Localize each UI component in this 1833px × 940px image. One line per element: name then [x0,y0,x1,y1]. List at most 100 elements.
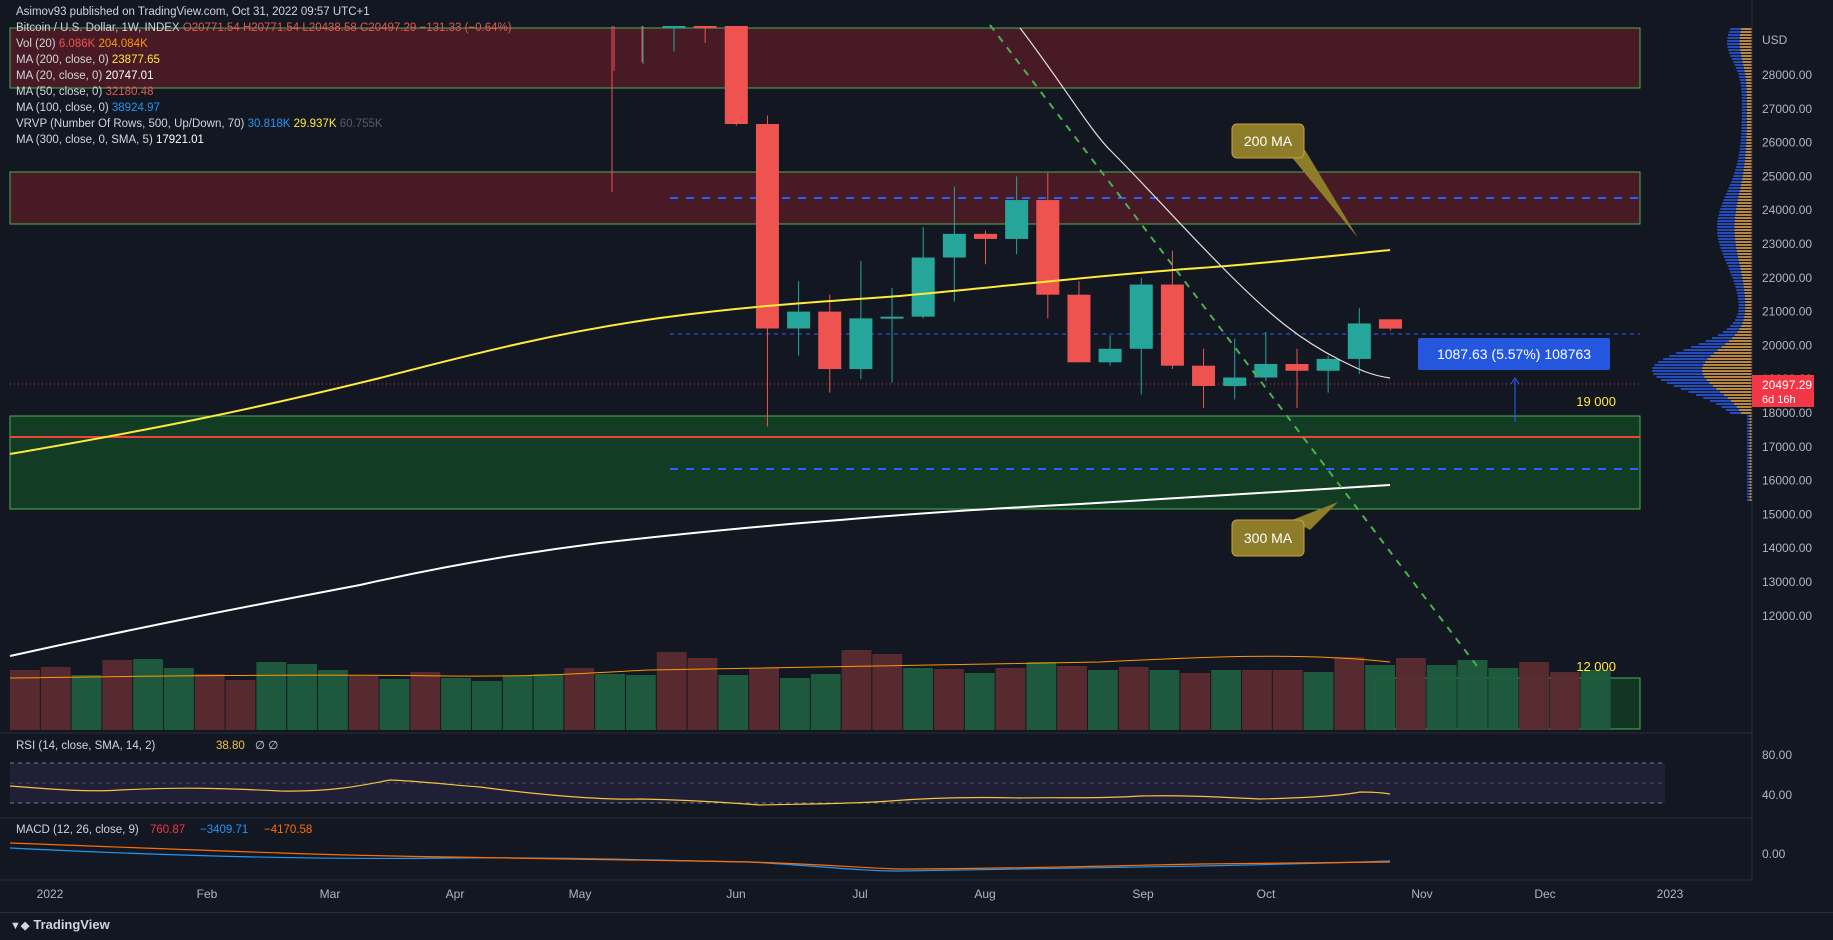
volume-bar [687,658,718,730]
rsi-label: RSI (14, close, SMA, 14, 2) [16,740,156,752]
volume-bar [934,669,964,730]
ma20-label: MA (20, close, 0) [16,70,103,82]
time-tick: Jun [726,887,745,901]
price-tick: 28000.00 [1762,68,1812,82]
vrvp-label: VRVP (Number Of Rows, 500, Up/Down, 70) [16,118,245,130]
candles [611,26,1402,427]
candle [1098,335,1122,366]
price-tick: 16000.00 [1762,474,1812,488]
time-tick: Sep [1132,887,1154,901]
volume-bar [903,668,933,730]
price-tick: 21000.00 [1762,305,1812,319]
candle [1347,308,1371,375]
volume-bar [1026,662,1057,730]
ma20-value: 20747.01 [105,70,154,82]
time-tick: Nov [1411,887,1432,901]
volume-bar [1149,670,1180,730]
volume-bar [194,674,225,730]
resistance-zone-mid [9,171,1641,225]
author-line: Asimov93 published on TradingView.com, O… [16,6,370,18]
volume-bar [164,668,194,730]
tradingview-brand[interactable]: ▼◆ TradingView [10,917,110,932]
macd-v3: −4170.58 [264,824,312,836]
candle [693,26,717,43]
time-tick: 2023 [1657,887,1684,901]
price-tick: 14000.00 [1762,541,1812,555]
candle [755,115,779,427]
measure-label: 1087.63 (5.57%) 108763 [1437,346,1591,362]
macd-v1: 760.87 [150,824,185,836]
candle [1285,348,1309,408]
resistance-zone-top [9,27,1641,89]
volume-bar [564,668,595,730]
ma300-callout-text: 300 MA [1244,530,1293,546]
time-tick: Oct [1257,887,1276,901]
open-value: O20771.54 [182,22,240,34]
volume-bar [1242,670,1272,730]
ma50-label: MA (50, close, 0) [16,86,103,98]
time-tick: May [569,887,592,901]
price-tick: 13000.00 [1762,575,1812,589]
tradingview-brand-text: TradingView [33,917,110,932]
volume-bar [964,673,995,730]
change-value: −131.33 (−0.64%) [419,22,512,34]
level-19000-label: 19 000 [1576,394,1616,409]
ma200-callout: 200 MA [1231,123,1358,238]
low-value: L20438.58 [302,22,357,34]
price-axis[interactable]: USD 28000.00 27000.00 26000.00 25000.00 2400… [1751,0,1812,880]
time-axis[interactable]: 2022 Feb Mar Apr May Jun Jul Aug Sep Oct Nov Dec 202… [0,879,1752,901]
rsi-value: 38.80 [216,740,245,752]
volume-bar [1396,658,1426,730]
ma20-line [1019,27,1391,379]
volume-bar [1211,670,1241,730]
legend-symbol: Bitcoin / U.S. Dollar, 1W, INDEX O20771.… [16,20,512,36]
ma200-label: MA (200, close, 0) [16,54,109,66]
vrvp-value-2: 29.937K [293,118,337,130]
volume-bar [348,676,379,730]
volume-bar [810,674,841,730]
candle [849,260,873,380]
price-tick: 20000.00 [1762,338,1812,352]
volume-bar [749,668,779,730]
time-tick: Jul [852,887,867,901]
candle [1378,319,1402,331]
price-tick: 17000.00 [1762,440,1812,454]
candle [1067,281,1091,363]
legend: Asimov93 published on TradingView.com, O… [16,4,512,148]
volume-bar [1303,672,1334,730]
volume-bar [379,679,410,730]
volume-bar [595,674,625,730]
volume-bars [9,650,1611,730]
time-tick: Apr [446,887,465,901]
support-zone [9,415,1641,510]
ma50-value: 32180.48 [105,86,154,98]
volume-bar [841,650,872,730]
candle [880,287,904,383]
volume-bar [1088,670,1118,730]
volume-bar [1180,673,1211,730]
price-tick: 18000.00 [1762,406,1812,420]
time-tick: 2022 [37,887,64,901]
volume-bar [718,675,749,730]
volume-bar [318,670,348,730]
volume-bar [472,681,502,730]
volume-bar [1057,666,1087,730]
rsi-extra: ∅ ∅ [255,740,278,752]
ma200-line [9,249,1391,455]
macd-tick-0: 0.00 [1762,847,1786,861]
volume-bar [102,660,133,730]
candle [1223,338,1247,400]
volume-bar [1365,665,1395,730]
ma300-line [9,484,1391,657]
high-value: H20771.54 [242,22,300,34]
price-badge-value: 20497.29 [1762,378,1812,392]
legend-ma50: MA (50, close, 0) 32180.48 [16,84,512,100]
volume-bar [1519,662,1549,730]
legend-ma20: MA (20, close, 0) 20747.01 [16,68,512,84]
candle [818,294,842,393]
volume-bar [1550,672,1580,730]
volume-bar [410,672,441,730]
candle [1254,331,1278,381]
footer-bar [0,912,1833,940]
